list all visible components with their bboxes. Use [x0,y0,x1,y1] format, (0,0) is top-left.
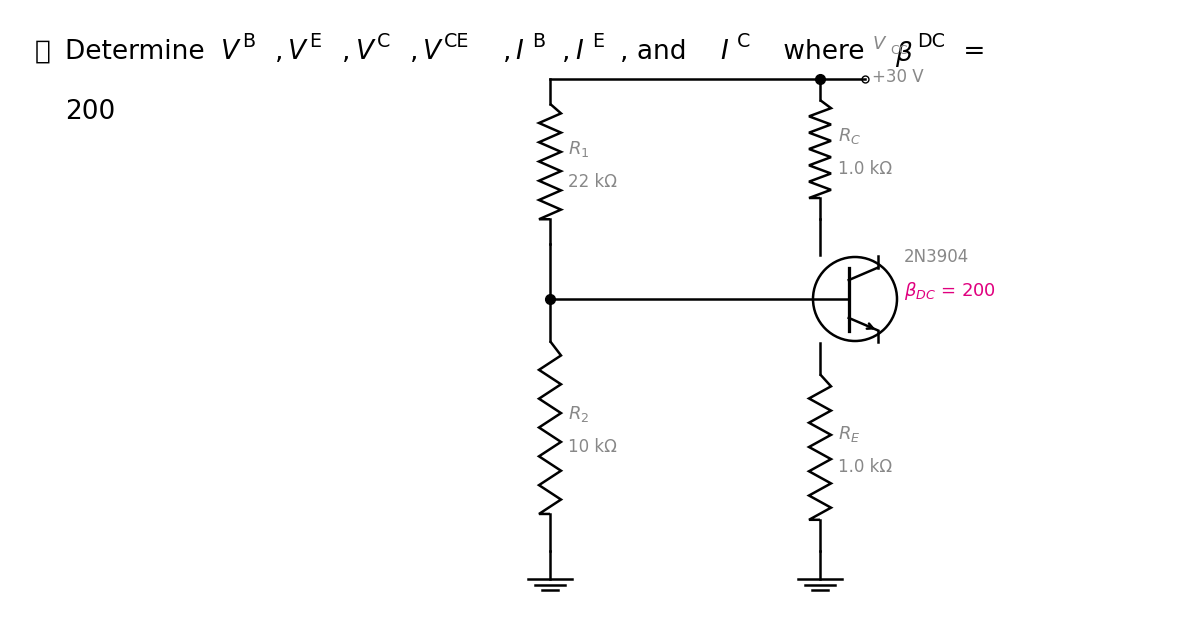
Text: $V$: $V$ [220,39,241,65]
Text: CE: CE [444,32,469,51]
Text: 2N3904: 2N3904 [904,248,970,266]
Text: E: E [310,32,322,51]
Text: B: B [532,32,545,51]
Text: ,: , [275,39,283,65]
Text: ,: , [562,39,570,65]
Text: Determine: Determine [65,39,214,65]
Text: CC: CC [890,44,907,58]
Text: =: = [955,39,985,65]
Text: $V$: $V$ [287,39,308,65]
Text: ,: , [342,39,350,65]
Text: $V$: $V$ [422,39,444,65]
Text: 1.0 kΩ: 1.0 kΩ [838,160,892,178]
Text: $R_E$: $R_E$ [838,424,860,444]
Text: $V$: $V$ [355,39,377,65]
Text: C: C [377,32,390,51]
Text: E: E [592,32,604,51]
Text: 10 kΩ: 10 kΩ [568,439,617,456]
Text: +30 V: +30 V [872,68,924,86]
Text: where: where [775,39,881,65]
Text: $I$: $I$ [575,39,584,65]
Text: $\beta_{DC}$ = 200: $\beta_{DC}$ = 200 [904,280,996,302]
Text: 200: 200 [65,99,115,125]
Text: $I$: $I$ [720,39,730,65]
Text: ,: , [410,39,419,65]
Text: $R_C$: $R_C$ [838,126,862,146]
Text: 1.0 kΩ: 1.0 kΩ [838,458,892,476]
Text: $V$: $V$ [872,35,887,53]
Text: C: C [737,32,750,51]
Text: , and: , and [620,39,686,65]
Text: $I$: $I$ [515,39,524,65]
Text: $R_2$: $R_2$ [568,404,589,425]
Text: ,: , [503,39,511,65]
Text: $R_1$: $R_1$ [568,138,589,158]
Text: $\beta$: $\beta$ [895,39,913,69]
Text: B: B [242,32,256,51]
Text: 22 kΩ: 22 kΩ [568,172,617,190]
Text: ❓: ❓ [35,39,50,65]
Text: DC: DC [917,32,946,51]
